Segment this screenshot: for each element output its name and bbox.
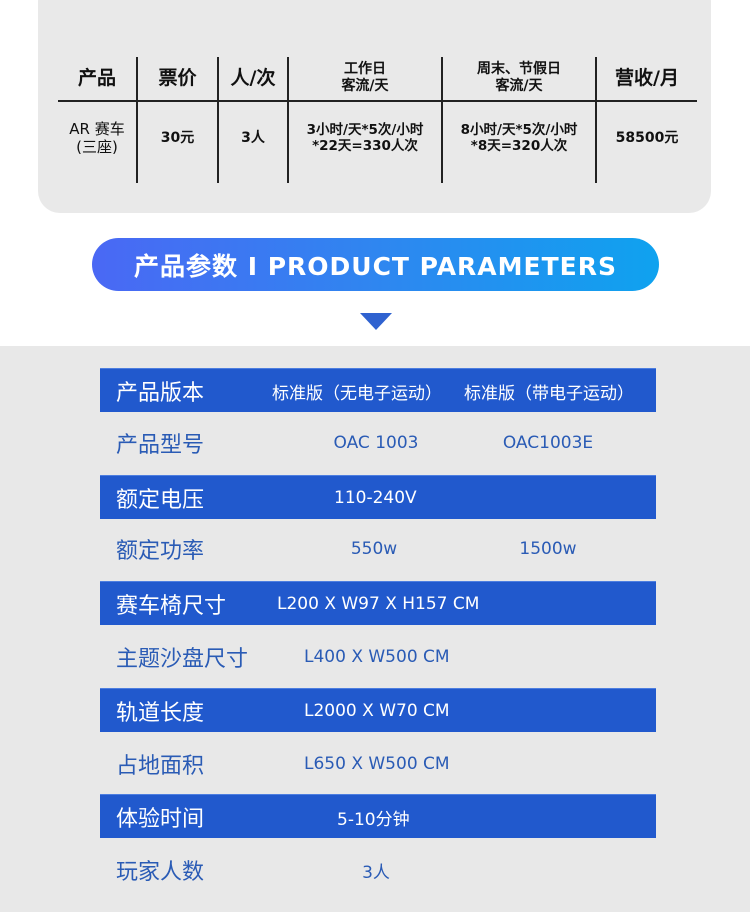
param-row-players: 玩家人数 3人 [100, 848, 656, 892]
column-divider [287, 57, 289, 183]
column-divider [136, 57, 138, 183]
column-divider [217, 57, 219, 183]
param-value: 550w [350, 539, 398, 559]
param-label: 轨道长度 [116, 701, 205, 726]
param-value: L400 X W500 CM [304, 647, 450, 667]
param-value: L2000 X W70 CM [304, 701, 450, 721]
param-value: 1500w [519, 539, 577, 559]
param-label: 额定电压 [116, 488, 205, 513]
header-revenue: 营收/月 [615, 67, 679, 90]
banner-title: 产品参数 I PRODUCT PARAMETERS [133, 251, 617, 281]
section-banner: 产品参数 I PRODUCT PARAMETERS [92, 238, 659, 291]
cell-weekday: 3小时/天*5次/小时 *22天=330人次 [306, 121, 424, 154]
header-product: 产品 [77, 67, 116, 90]
param-label: 玩家人数 [116, 860, 205, 885]
param-label: 主题沙盘尺寸 [116, 647, 249, 672]
down-arrow-icon [360, 313, 392, 330]
param-value: 标准版（无电子运动） [272, 383, 442, 404]
param-label: 产品型号 [116, 433, 205, 458]
param-row-voltage: 额定电压 110-240V [100, 475, 656, 519]
param-value: 3人 [362, 862, 390, 883]
param-row-power: 额定功率 550w 1500w [100, 527, 656, 571]
column-divider [441, 57, 443, 183]
param-row-version: 产品版本 标准版（无电子运动） 标准版（带电子运动） [100, 368, 656, 412]
param-value: OAC1003E [502, 433, 594, 453]
param-row-model: 产品型号 OAC 1003 OAC1003E [100, 421, 656, 465]
cell-revenue: 58500元 [615, 129, 679, 146]
param-value: L650 X W500 CM [304, 754, 450, 774]
param-label: 产品版本 [116, 381, 205, 406]
column-divider [595, 57, 597, 183]
header-per-ride: 人/次 [230, 67, 276, 90]
cell-price: 30元 [160, 129, 195, 146]
param-value: 110-240V [334, 488, 417, 508]
param-label: 体验时间 [116, 807, 205, 832]
param-value: 标准版（带电子运动） [464, 383, 634, 404]
param-row-sandtable-size: 主题沙盘尺寸 L400 X W500 CM [100, 635, 656, 679]
param-row-floor-area: 占地面积 L650 X W500 CM [100, 742, 656, 786]
header-weekend: 周末、节假日 客流/天 [477, 60, 561, 94]
param-row-experience-time: 体验时间 5-10分钟 [100, 794, 656, 838]
cell-product: AR 赛车 (三座) [69, 120, 125, 156]
param-value: 5-10分钟 [337, 809, 410, 830]
param-row-track-length: 轨道长度 L2000 X W70 CM [100, 688, 656, 732]
param-label: 赛车椅尺寸 [116, 594, 227, 619]
revenue-card [38, 0, 711, 213]
param-value: L200 X W97 X H157 CM [277, 594, 480, 614]
header-weekday: 工作日 客流/天 [341, 60, 389, 94]
param-label: 占地面积 [116, 754, 205, 779]
param-label: 额定功率 [116, 539, 205, 564]
cell-weekend: 8小时/天*5次/小时 *8天=320人次 [460, 121, 578, 154]
cell-per-ride: 3人 [241, 129, 265, 146]
param-value: OAC 1003 [333, 433, 419, 453]
param-row-seat-size: 赛车椅尺寸 L200 X W97 X H157 CM [100, 581, 656, 625]
table-divider [58, 100, 697, 102]
header-price: 票价 [158, 67, 197, 90]
